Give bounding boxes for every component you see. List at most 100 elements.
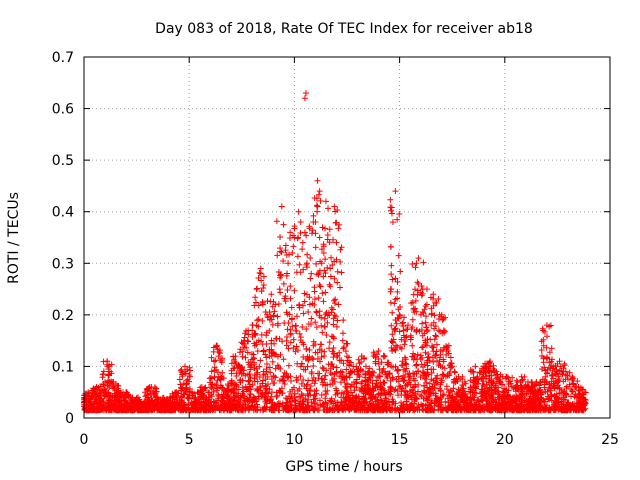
- data-point: [441, 365, 448, 372]
- data-point: [338, 269, 345, 276]
- data-point: [358, 380, 365, 387]
- data-point: [148, 394, 155, 401]
- data-point: [454, 389, 461, 396]
- data-point: [313, 308, 320, 315]
- data-point: [468, 368, 475, 375]
- data-point: [561, 405, 568, 412]
- data-point: [439, 348, 446, 355]
- data-point: [181, 404, 188, 411]
- data-point: [136, 398, 143, 405]
- x-tick-label: 20: [496, 432, 514, 448]
- data-point: [210, 348, 217, 355]
- data-point: [203, 394, 210, 401]
- data-point: [316, 308, 323, 315]
- data-point: [347, 389, 354, 396]
- data-point: [273, 393, 280, 400]
- data-point: [543, 370, 550, 377]
- y-tick-label: 0.2: [52, 308, 74, 324]
- data-point: [518, 389, 525, 396]
- data-point: [244, 371, 251, 378]
- data-point: [444, 406, 451, 413]
- data-point: [266, 353, 273, 360]
- data-point: [392, 188, 399, 195]
- data-point: [320, 379, 327, 386]
- data-point: [233, 360, 240, 367]
- data-point: [318, 314, 325, 321]
- data-point: [394, 278, 401, 285]
- data-point: [558, 368, 565, 375]
- data-point: [109, 407, 116, 414]
- data-point: [303, 345, 310, 352]
- data-point: [304, 260, 311, 267]
- data-point: [303, 407, 310, 414]
- data-point: [417, 374, 424, 381]
- data-point: [393, 407, 400, 414]
- data-point: [430, 366, 437, 373]
- data-point: [219, 369, 226, 376]
- data-point: [325, 205, 332, 212]
- data-point: [535, 395, 542, 402]
- data-point: [451, 401, 458, 408]
- data-point: [517, 384, 524, 391]
- data-point: [528, 395, 535, 402]
- data-point: [435, 406, 442, 413]
- data-point: [546, 381, 553, 388]
- data-point: [148, 384, 155, 391]
- data-point: [300, 310, 307, 317]
- data-point: [284, 399, 291, 406]
- data-point: [423, 286, 430, 293]
- data-point: [413, 327, 420, 334]
- data-point: [443, 352, 450, 359]
- data-point: [103, 393, 110, 400]
- data-point: [401, 341, 408, 348]
- data-point: [405, 322, 412, 329]
- data-point: [292, 322, 299, 329]
- data-point: [176, 376, 183, 383]
- data-point: [335, 301, 342, 308]
- data-point: [351, 379, 358, 386]
- data-point: [358, 385, 365, 392]
- data-point: [93, 392, 100, 399]
- data-point: [499, 395, 506, 402]
- data-point: [497, 379, 504, 386]
- data-point: [398, 345, 405, 352]
- data-point: [394, 288, 401, 295]
- data-point: [343, 380, 350, 387]
- data-point: [249, 322, 256, 329]
- data-point: [243, 344, 250, 351]
- data-point: [224, 389, 231, 396]
- data-point: [170, 406, 177, 413]
- data-point: [546, 407, 553, 414]
- data-point: [437, 387, 444, 394]
- data-point: [338, 244, 345, 251]
- data-point: [340, 317, 347, 324]
- data-point: [286, 311, 293, 318]
- data-point: [411, 286, 418, 293]
- data-point: [237, 394, 244, 401]
- data-point: [480, 363, 487, 370]
- data-point: [98, 405, 105, 412]
- data-point: [400, 314, 407, 321]
- data-point: [428, 322, 435, 329]
- data-point: [370, 388, 377, 395]
- data-point: [439, 317, 446, 324]
- data-point: [291, 223, 298, 230]
- data-point: [388, 322, 395, 329]
- data-point: [423, 301, 430, 308]
- data-point: [534, 388, 541, 395]
- data-point: [324, 407, 331, 414]
- data-point: [389, 331, 396, 338]
- data-point: [303, 382, 310, 389]
- data-point: [415, 388, 422, 395]
- data-point: [402, 368, 409, 375]
- data-point: [239, 348, 246, 355]
- data-point: [375, 407, 382, 414]
- data-point: [194, 406, 201, 413]
- data-point: [231, 381, 238, 388]
- data-point: [387, 204, 394, 211]
- data-point: [200, 403, 207, 410]
- data-point: [330, 334, 337, 341]
- data-point: [400, 332, 407, 339]
- data-point: [398, 385, 405, 392]
